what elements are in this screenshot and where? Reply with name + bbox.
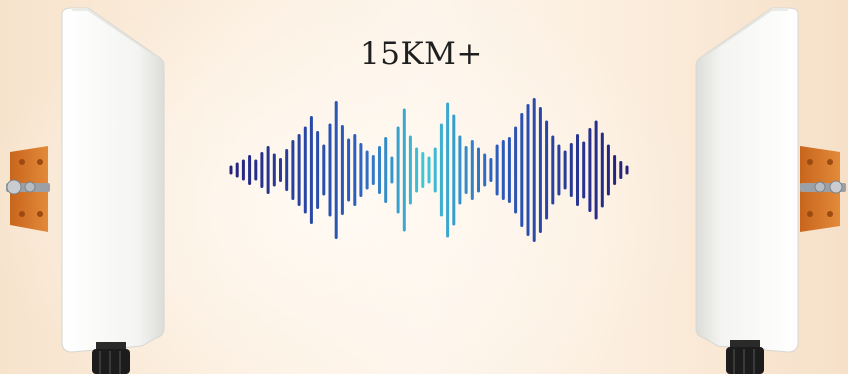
waveform-bar xyxy=(594,120,598,220)
waveform-bar xyxy=(483,153,487,187)
waveform-bar xyxy=(439,123,443,217)
right-antenna-body xyxy=(695,7,799,353)
waveform-bar xyxy=(464,146,468,194)
waveform-bar xyxy=(489,158,493,182)
waveform-bar xyxy=(396,126,400,214)
waveform-bar xyxy=(619,161,623,179)
waveform-bar xyxy=(526,104,530,236)
waveform-bar xyxy=(507,137,511,203)
signal-waveform xyxy=(229,98,629,242)
waveform-bar xyxy=(371,155,375,185)
waveform-bar xyxy=(433,147,437,193)
waveform-bar xyxy=(365,150,369,190)
waveform-bar xyxy=(353,134,357,206)
waveform-bar xyxy=(303,126,307,214)
right-cable-connector xyxy=(726,340,764,374)
waveform-bar xyxy=(235,162,239,178)
waveform-bar xyxy=(606,144,610,196)
waveform-bar xyxy=(538,107,542,233)
waveform-bar xyxy=(334,101,338,239)
waveform-bar xyxy=(600,132,604,208)
waveform-bar xyxy=(359,143,363,197)
waveform-bar xyxy=(520,113,524,227)
waveform-bar xyxy=(545,120,549,220)
waveform-bar xyxy=(582,141,586,199)
waveform-bar xyxy=(415,147,419,193)
waveform-bar xyxy=(316,131,320,209)
waveform-bar xyxy=(248,155,252,185)
waveform-bar xyxy=(421,152,425,188)
waveform-bar xyxy=(229,165,233,175)
waveform-bar xyxy=(495,144,499,196)
waveform-bar xyxy=(378,146,381,194)
left-mount-bracket xyxy=(6,146,50,232)
waveform-bar xyxy=(347,138,351,202)
waveform-bar xyxy=(427,156,431,184)
waveform-bar xyxy=(501,140,505,200)
waveform-bar xyxy=(588,128,592,212)
waveform-bar xyxy=(563,150,567,190)
waveform-bar xyxy=(260,152,264,188)
waveform-bar xyxy=(272,153,276,187)
waveform-bar xyxy=(291,140,295,200)
waveform-bar xyxy=(254,159,258,181)
waveform-bar xyxy=(285,149,289,191)
waveform-bar xyxy=(470,140,474,200)
right-mount-bracket xyxy=(800,146,846,232)
waveform-bar xyxy=(402,108,406,232)
waveform-bar xyxy=(557,144,561,196)
waveform-bar xyxy=(408,135,412,205)
waveform-bar xyxy=(328,123,332,217)
waveform-bar xyxy=(297,134,301,206)
waveform-bar xyxy=(625,165,629,175)
waveform-bar xyxy=(446,102,450,238)
waveform-bar xyxy=(340,125,344,215)
waveform-bar xyxy=(477,147,480,193)
waveform-bar xyxy=(532,98,536,242)
waveform-bar xyxy=(613,155,617,185)
distance-label: 15KM+ xyxy=(360,36,483,72)
waveform-bar xyxy=(279,158,282,182)
waveform-bar xyxy=(266,146,270,194)
waveform-bar xyxy=(309,116,313,224)
waveform-bar xyxy=(322,144,326,196)
waveform-bar xyxy=(390,156,394,184)
waveform-bar xyxy=(241,159,245,181)
waveform-bar xyxy=(452,114,456,226)
right-antenna xyxy=(695,7,846,374)
left-cable-connector xyxy=(92,342,130,374)
waveform-bar xyxy=(458,135,462,205)
waveform-bar xyxy=(551,135,555,205)
waveform-bar xyxy=(569,143,573,197)
left-antenna xyxy=(6,7,165,374)
waveform-bar xyxy=(576,134,579,206)
left-antenna-body xyxy=(61,7,165,353)
waveform-bar xyxy=(514,126,518,214)
waveform-bar xyxy=(384,137,388,203)
